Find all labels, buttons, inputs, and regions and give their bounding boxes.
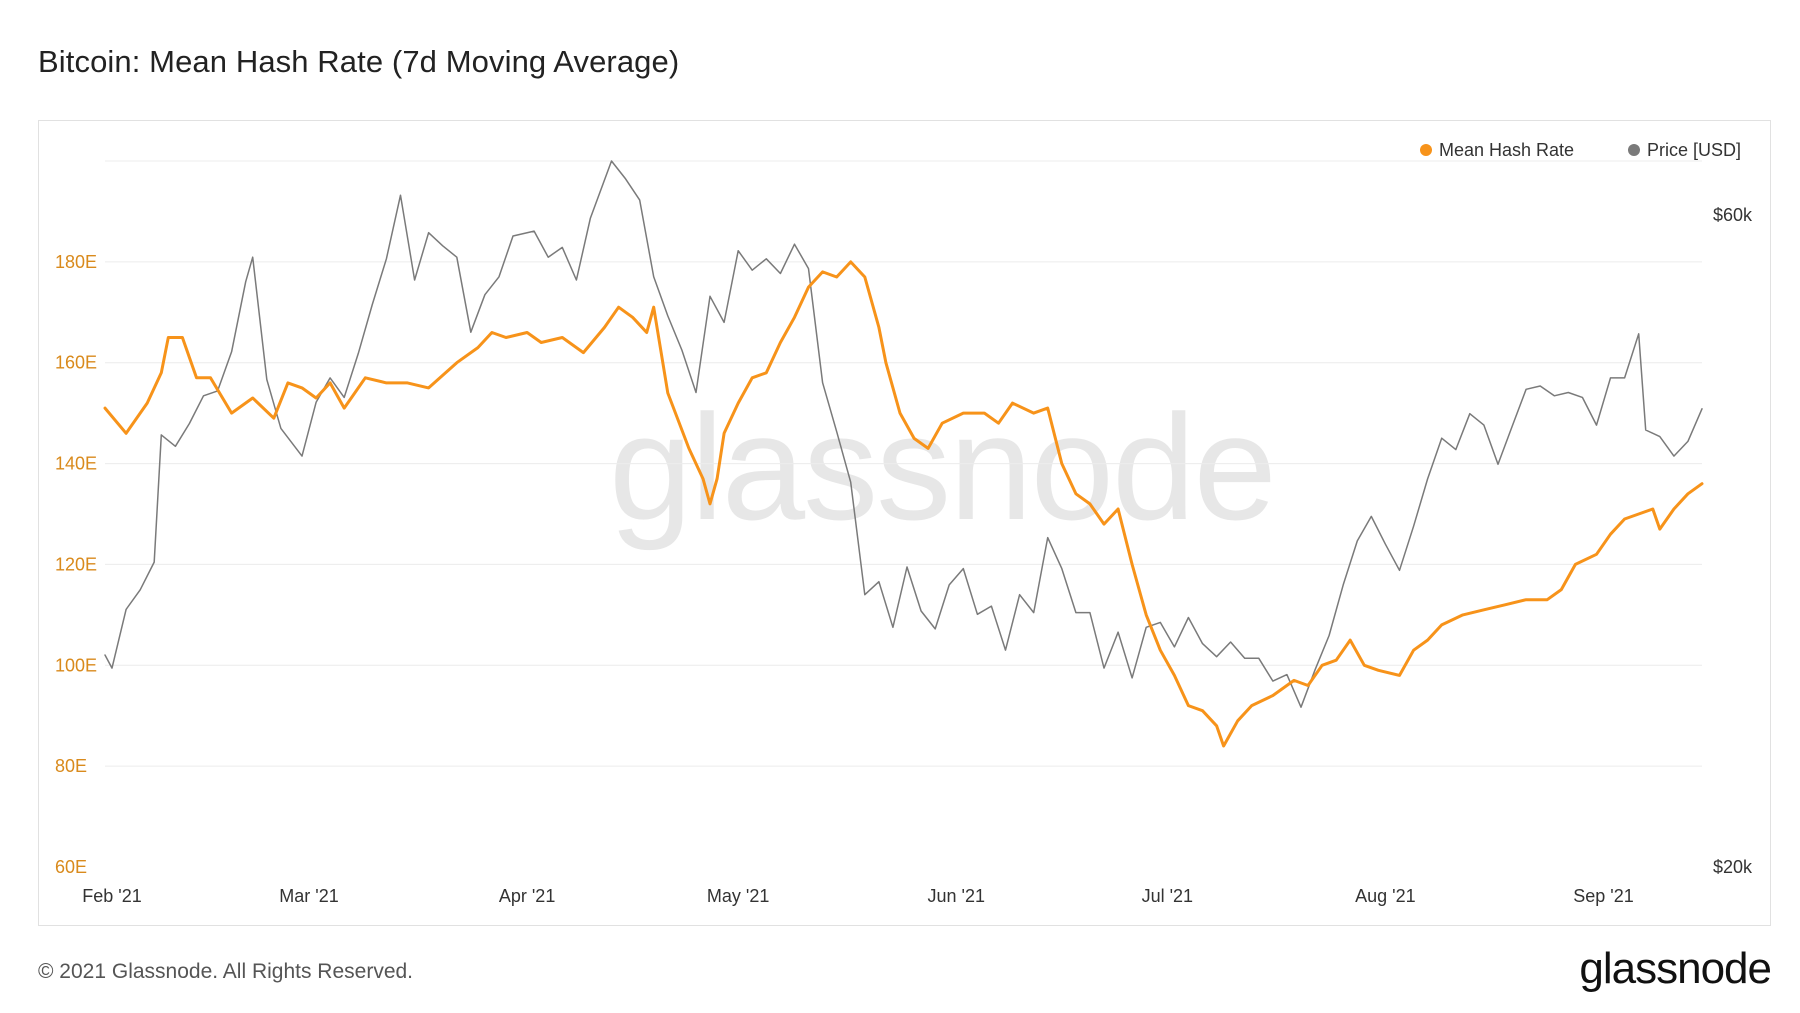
x-axis: Feb '21 Mar '21 Apr '21 May '21 Jun '21 Jul '… bbox=[82, 886, 1633, 906]
y-left-tick-label: 120E bbox=[55, 554, 97, 574]
chart-frame: glassnode 60E 80E 100E 120E 140E 160E 180E $20… bbox=[38, 120, 1771, 926]
chart-svg: glassnode 60E 80E 100E 120E 140E 160E 180E $20… bbox=[55, 140, 1753, 906]
x-tick-label: May '21 bbox=[707, 886, 769, 906]
y-left-tick-label: 140E bbox=[55, 454, 97, 474]
x-tick-label: Mar '21 bbox=[279, 886, 338, 906]
copyright-text: © 2021 Glassnode. All Rights Reserved. bbox=[38, 960, 414, 983]
page-title: Bitcoin: Mean Hash Rate (7d Moving Avera… bbox=[38, 44, 680, 79]
legend-label: Price [USD] bbox=[1647, 140, 1741, 160]
series-group bbox=[103, 160, 1704, 748]
legend-dot-icon bbox=[1628, 144, 1640, 156]
legend-dot-icon bbox=[1420, 144, 1432, 156]
grid-lines bbox=[105, 160, 1702, 767]
x-tick-label: Feb '21 bbox=[82, 886, 141, 906]
x-tick-label: Sep '21 bbox=[1573, 886, 1634, 906]
watermark-text: glassnode bbox=[609, 383, 1275, 551]
price-line bbox=[104, 160, 1703, 708]
y-right-tick-label: $20k bbox=[1713, 857, 1753, 877]
hash-rate-line bbox=[103, 260, 1704, 748]
y-left-tick-label: 100E bbox=[55, 655, 97, 675]
x-tick-label: Jul '21 bbox=[1142, 886, 1193, 906]
y-axis-right: $20k $60k bbox=[1713, 205, 1753, 877]
legend[interactable]: Mean Hash Rate Price [USD] bbox=[1420, 140, 1741, 160]
y-axis-left: 60E 80E 100E 120E 140E 160E 180E bbox=[55, 252, 97, 877]
x-tick-label: Apr '21 bbox=[499, 886, 555, 906]
y-left-tick-label: 160E bbox=[55, 353, 97, 373]
y-left-tick-label: 60E bbox=[55, 857, 87, 877]
x-tick-label: Aug '21 bbox=[1355, 886, 1416, 906]
glassnode-logo[interactable]: glassnode bbox=[1579, 944, 1772, 993]
x-tick-label: Jun '21 bbox=[928, 886, 985, 906]
legend-item-price[interactable]: Price [USD] bbox=[1628, 140, 1741, 160]
legend-label: Mean Hash Rate bbox=[1439, 140, 1574, 160]
y-right-tick-label: $60k bbox=[1713, 205, 1753, 225]
y-left-tick-label: 180E bbox=[55, 252, 97, 272]
legend-item-hash-rate[interactable]: Mean Hash Rate bbox=[1420, 140, 1574, 160]
y-left-tick-label: 80E bbox=[55, 756, 87, 776]
